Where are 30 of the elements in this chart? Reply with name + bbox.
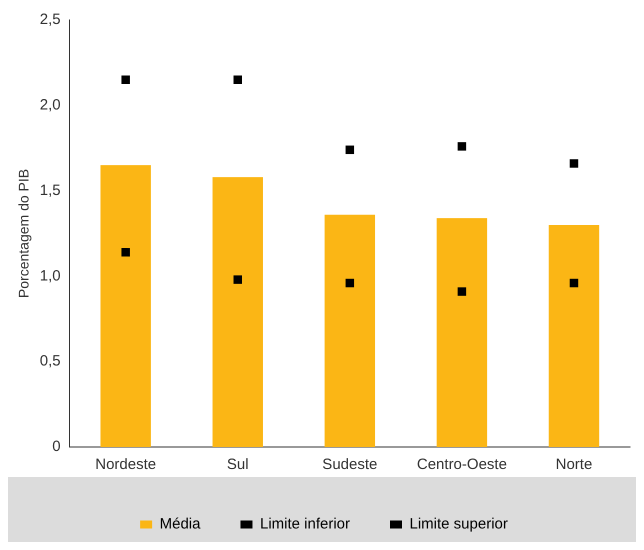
point (234, 76, 242, 84)
y-tick-label: 2,5 (40, 11, 61, 28)
point (121, 248, 130, 257)
point (458, 287, 466, 296)
bar (548, 224, 600, 447)
point (346, 278, 354, 288)
point (121, 76, 130, 84)
legend-label: Limite inferior (260, 516, 350, 533)
legend-label: Média (160, 516, 202, 533)
legend-label: Limite superior (410, 516, 508, 533)
y-tick-label: 0 (52, 438, 61, 456)
y-axis-title: Porcentagem do PIB (15, 168, 32, 298)
x-tick-label: Centro-Oeste (416, 456, 507, 474)
x-tick-label: Sudeste (322, 456, 378, 474)
point (234, 275, 242, 284)
y-tick-label: 1,5 (40, 182, 61, 199)
x-tick-label: Nordeste (95, 456, 156, 474)
bar (212, 177, 263, 447)
y-tick-label: 0,5 (40, 352, 61, 370)
point (570, 278, 578, 288)
bar (324, 214, 376, 447)
x-tick-label: Norte (556, 456, 592, 474)
bar (436, 218, 488, 447)
point (570, 159, 578, 168)
y-tick-label: 1,0 (40, 267, 61, 284)
point (346, 146, 354, 154)
point (458, 142, 466, 151)
x-tick-label: Sul (226, 456, 249, 474)
y-tick-label: 2,0 (40, 96, 61, 114)
bar (100, 165, 151, 447)
